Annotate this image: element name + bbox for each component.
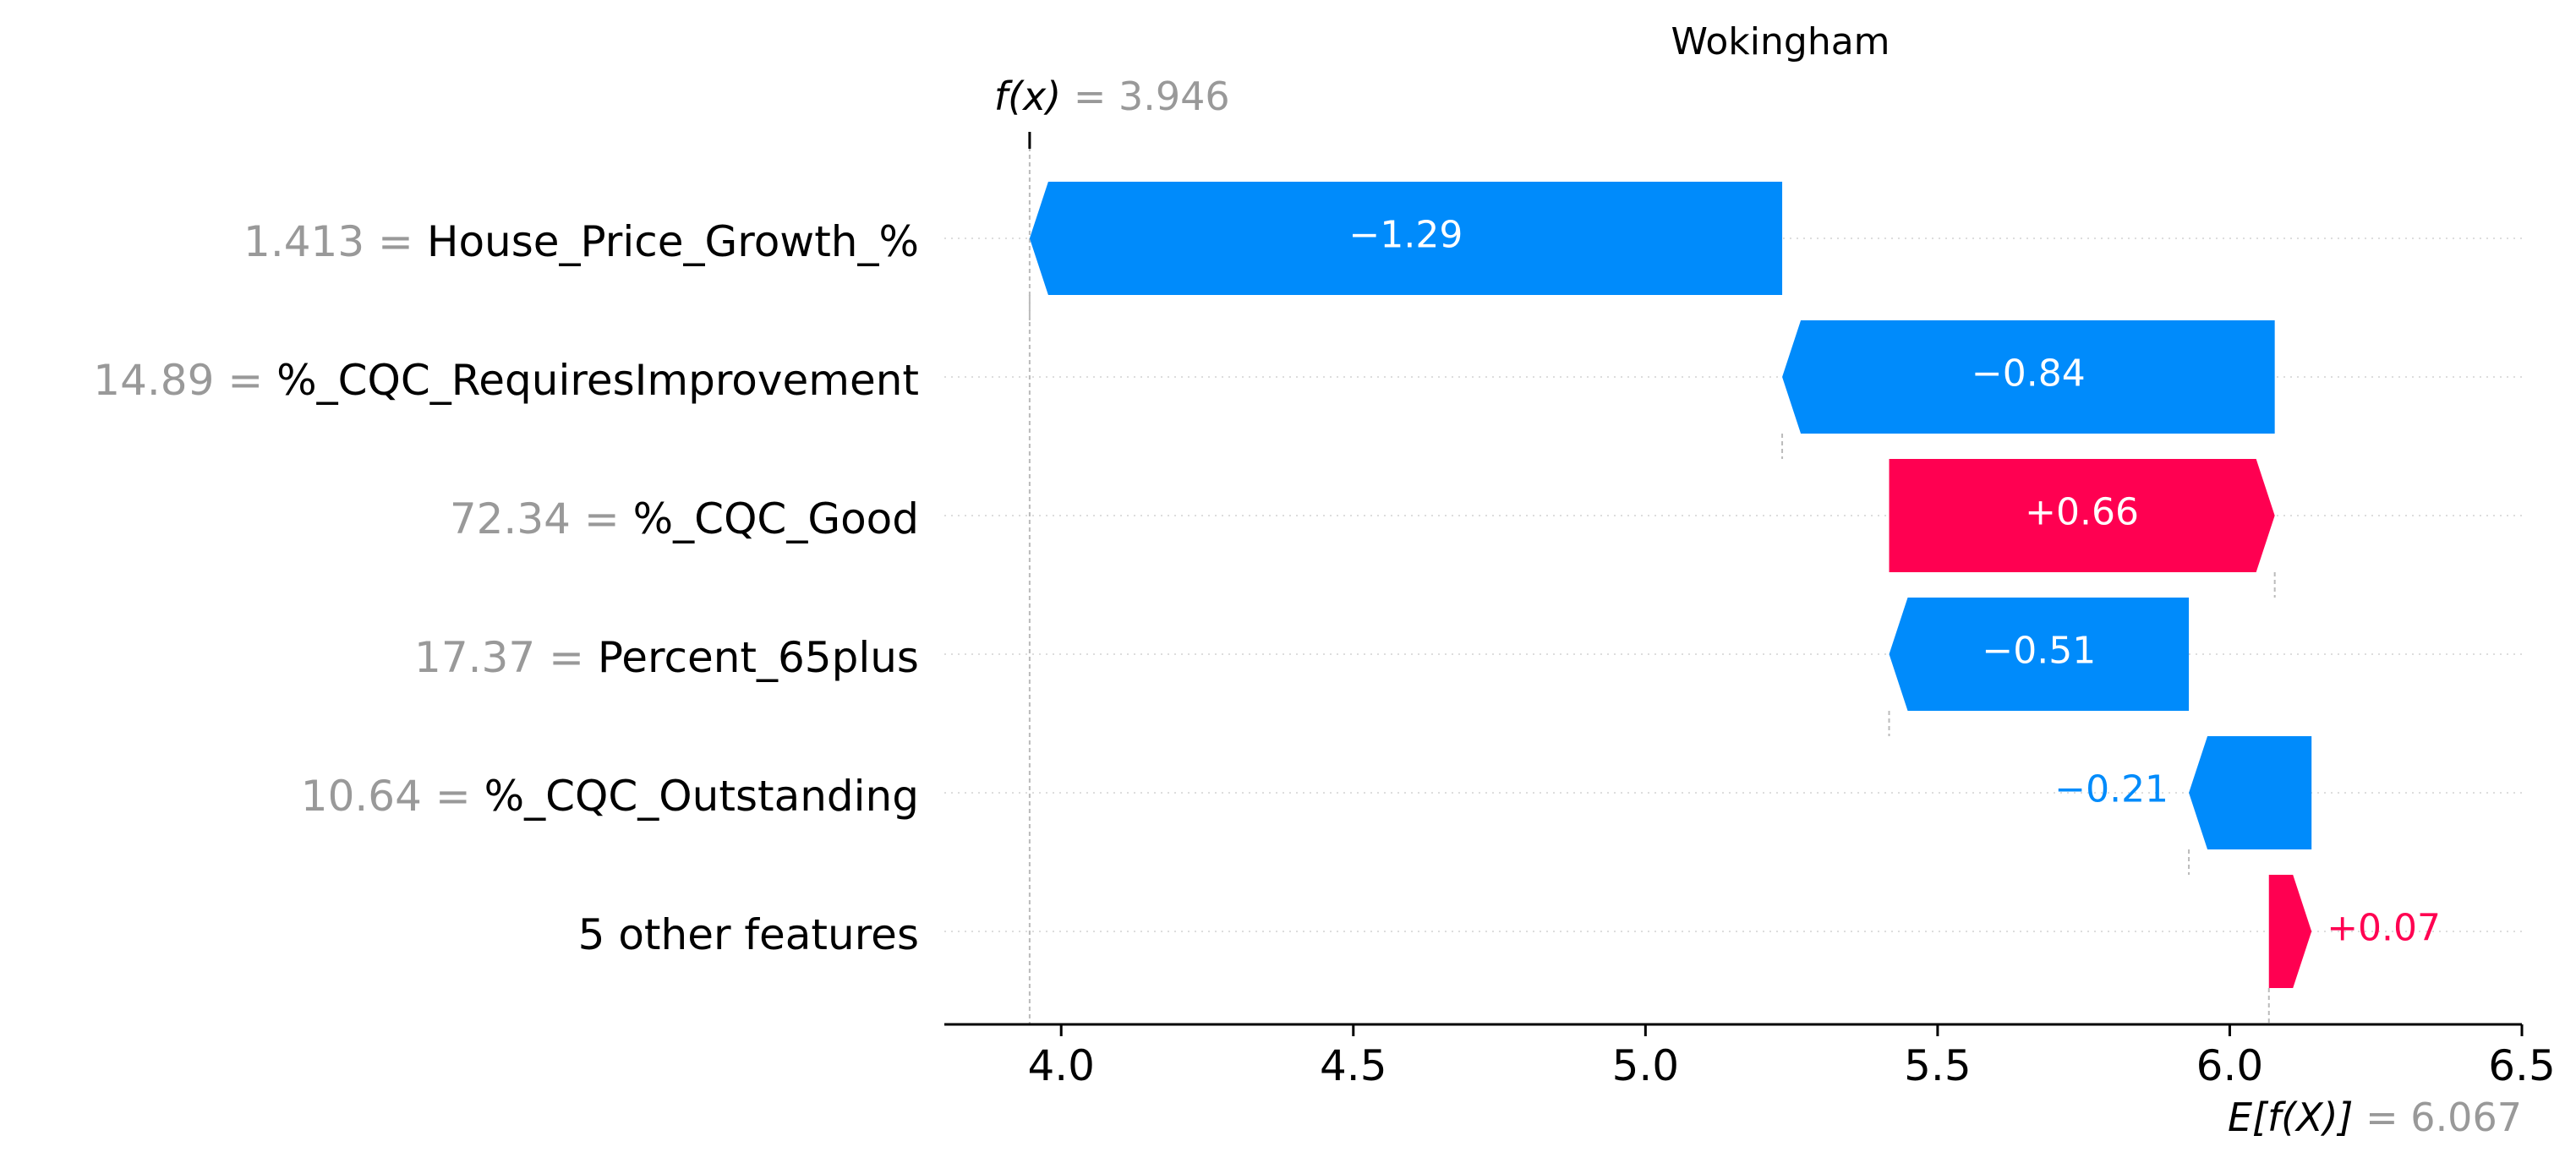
contribution-labels: −1.29 −0.84 +0.66 −0.51 −0.21 +0.07 xyxy=(1349,214,2441,950)
x-axis: 4.0 4.5 5.0 5.5 6.0 6.5 xyxy=(944,1023,2556,1090)
feature-value: 10.64 = xyxy=(301,772,484,821)
x-tick-label: 4.5 xyxy=(1320,1041,1387,1090)
bar-positive xyxy=(2268,875,2312,988)
feature-name: %_CQC_Good xyxy=(633,494,919,543)
feature-name: 5 other features xyxy=(578,910,919,959)
feature-labels: 1.413 = House_Price_Growth_% 14.89 = %_CQ… xyxy=(93,217,919,959)
contribution-label: +0.66 xyxy=(2025,491,2139,534)
feature-label: 14.89 = %_CQC_RequiresImprovement xyxy=(93,356,919,405)
feature-label: 17.37 = Percent_65plus xyxy=(414,633,919,682)
feature-label: 10.64 = %_CQC_Outstanding xyxy=(301,772,919,821)
feature-value: 17.37 = xyxy=(414,633,598,682)
feature-value: 1.413 = xyxy=(243,217,427,266)
contribution-label: −0.84 xyxy=(1972,352,2086,396)
x-tick-label: 5.0 xyxy=(1612,1041,1680,1090)
fx-label: f(x) xyxy=(994,74,1061,119)
fx-annotation: f(x) = 3.946 xyxy=(994,74,1230,119)
x-tick-label: 6.5 xyxy=(2488,1041,2556,1090)
contribution-bars xyxy=(1029,182,2312,988)
x-tick-label: 6.0 xyxy=(2196,1041,2264,1090)
fx-value: = 3.946 xyxy=(1074,74,1230,119)
feature-label: 5 other features xyxy=(578,910,919,959)
chart-title: Wokingham xyxy=(1671,20,1890,63)
feature-value: 72.34 = xyxy=(450,494,633,543)
efx-value: = 6.067 xyxy=(2365,1095,2522,1140)
feature-name: House_Price_Growth_% xyxy=(427,217,919,266)
x-tick-label: 5.5 xyxy=(1904,1041,1972,1090)
contribution-label: −0.51 xyxy=(1982,630,2096,673)
x-tick-label: 4.0 xyxy=(1027,1041,1095,1090)
connector-lines xyxy=(1028,132,2276,1024)
efx-annotation: E[f(X)] = 6.067 xyxy=(2228,1095,2522,1140)
feature-name: %_CQC_RequiresImprovement xyxy=(276,356,919,405)
feature-value: 14.89 = xyxy=(93,356,276,405)
bar-positive xyxy=(1889,459,2275,572)
feature-label: 72.34 = %_CQC_Good xyxy=(450,494,919,543)
feature-name: Percent_65plus xyxy=(598,633,919,682)
contribution-label: −1.29 xyxy=(1349,214,1463,257)
contribution-label: −0.21 xyxy=(2054,768,2169,811)
bar-negative xyxy=(1889,598,2190,711)
feature-label: 1.413 = House_Price_Growth_% xyxy=(243,217,919,266)
feature-name: %_CQC_Outstanding xyxy=(484,772,919,821)
bar-negative xyxy=(1029,182,1783,295)
efx-label: E[f(X)] xyxy=(2228,1095,2354,1140)
bar-negative xyxy=(2189,736,2312,849)
bar-negative xyxy=(1782,320,2275,434)
contribution-label: +0.07 xyxy=(2327,907,2441,950)
